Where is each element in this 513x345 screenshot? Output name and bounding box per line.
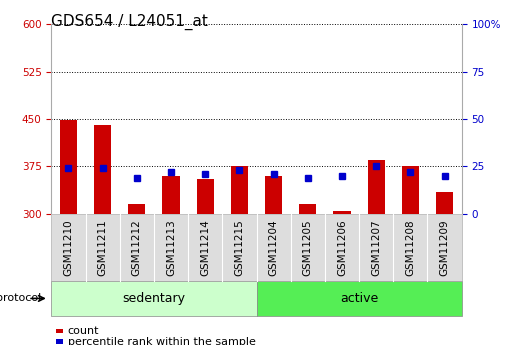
Text: GSM11208: GSM11208 — [405, 219, 416, 276]
Bar — [231, 166, 248, 214]
Bar — [196, 179, 214, 214]
Text: GSM11213: GSM11213 — [166, 219, 176, 276]
Bar — [402, 166, 419, 214]
Text: GSM11210: GSM11210 — [64, 219, 73, 276]
Text: protocol: protocol — [0, 294, 41, 303]
Bar — [333, 211, 350, 214]
Text: GSM11215: GSM11215 — [234, 219, 244, 276]
Text: GSM11212: GSM11212 — [132, 219, 142, 276]
Text: GSM11214: GSM11214 — [200, 219, 210, 276]
Text: percentile rank within the sample: percentile rank within the sample — [68, 337, 255, 345]
Text: GSM11205: GSM11205 — [303, 219, 313, 276]
Text: GDS654 / L24051_at: GDS654 / L24051_at — [51, 14, 208, 30]
Text: GSM11204: GSM11204 — [269, 219, 279, 276]
Bar — [299, 204, 317, 214]
Bar — [60, 120, 77, 214]
Bar — [436, 192, 453, 214]
Bar — [128, 204, 145, 214]
Text: GSM11211: GSM11211 — [97, 219, 108, 276]
Bar — [265, 176, 282, 214]
Text: active: active — [340, 292, 378, 305]
Text: GSM11206: GSM11206 — [337, 219, 347, 276]
Text: GSM11207: GSM11207 — [371, 219, 381, 276]
Bar — [368, 160, 385, 214]
Bar — [94, 125, 111, 214]
Text: count: count — [68, 326, 99, 336]
Bar — [163, 176, 180, 214]
Text: sedentary: sedentary — [123, 292, 185, 305]
Text: GSM11209: GSM11209 — [440, 219, 449, 276]
